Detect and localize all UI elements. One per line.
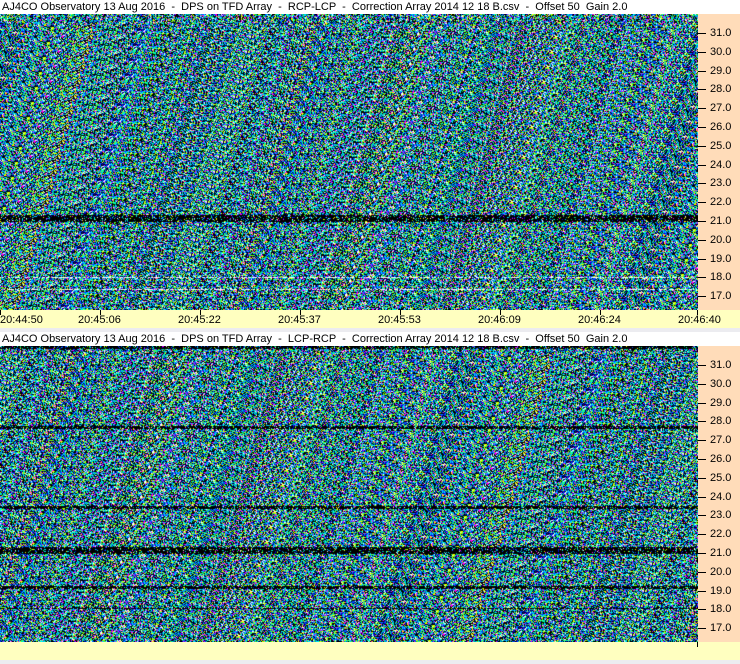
y-tick	[698, 33, 706, 34]
y-tick	[698, 202, 706, 204]
y-tick	[698, 571, 706, 573]
y-tick	[698, 258, 706, 260]
y-tick	[698, 402, 706, 404]
y-tick	[698, 459, 706, 460]
y-tick-label: 31.0	[710, 27, 732, 39]
y-tick-label: 20.0	[710, 233, 732, 246]
y-tick	[698, 127, 706, 128]
spectrogram-panel-rcp-lcp: AJ4CO Observatory 13 Aug 2016 - DPS on T…	[0, 0, 740, 330]
y-tick-label: 28.0	[710, 415, 732, 428]
y-tick	[698, 89, 706, 91]
y-tick	[698, 277, 706, 279]
y-tick-label: 21.0	[710, 547, 732, 559]
y-tick-label: 29.0	[710, 64, 732, 77]
y-tick-label: 23.0	[710, 177, 732, 190]
y-tick-label: 29.0	[710, 396, 732, 409]
spectrogram-panel-lcp-rcp: AJ4CO Observatory 13 Aug 2016 - DPS on T…	[0, 332, 740, 664]
time-axis	[0, 642, 740, 660]
y-tick	[698, 477, 706, 479]
y-tick	[698, 534, 706, 536]
y-tick	[698, 628, 706, 630]
y-tick-label: 18.0	[710, 603, 732, 616]
y-tick	[698, 590, 706, 592]
y-tick-label: 25.0	[710, 139, 732, 152]
y-tick	[698, 440, 706, 442]
x-tick	[100, 310, 101, 315]
y-tick-label: 27.0	[710, 102, 732, 115]
x-tick	[400, 310, 401, 315]
x-tick-label: 20:46:40	[678, 314, 721, 326]
x-tick	[0, 310, 1, 315]
x-tick-label: 20:46:09	[478, 314, 521, 326]
x-tick-label: 20:45:37	[278, 314, 321, 326]
y-tick-label: 27.0	[710, 434, 732, 447]
x-tick-label: 20:44:50	[0, 314, 43, 326]
y-tick-label: 23.0	[710, 509, 732, 522]
frequency-axis: 31.0 30.0 29.0 28.0 27.0 26.0 25.0 24.0 23.0 22.0…	[698, 346, 740, 642]
y-tick-label: 17.0	[710, 290, 732, 303]
y-tick	[698, 239, 706, 241]
y-tick-label: 30.0	[710, 45, 732, 58]
y-tick-label: 21.0	[710, 215, 732, 227]
x-tick-label: 20:46:24	[578, 314, 621, 326]
y-tick	[698, 70, 706, 72]
y-tick	[698, 515, 706, 517]
y-tick-label: 17.0	[710, 622, 732, 635]
y-tick-label: 22.0	[710, 196, 732, 209]
y-tick	[698, 296, 706, 298]
y-tick-label: 26.0	[710, 453, 732, 465]
x-tick	[600, 310, 601, 315]
y-tick	[698, 164, 706, 166]
x-tick	[300, 310, 301, 315]
y-tick-label: 24.0	[710, 158, 732, 171]
y-tick-label: 31.0	[710, 359, 732, 371]
y-tick	[698, 221, 706, 222]
panel-title: AJ4CO Observatory 13 Aug 2016 - DPS on T…	[0, 0, 740, 14]
y-tick	[698, 108, 706, 110]
x-tick-label: 20:45:22	[178, 314, 221, 326]
y-tick-label: 22.0	[710, 528, 732, 541]
y-tick	[698, 421, 706, 423]
spectrogram-plot[interactable]	[0, 346, 698, 642]
y-tick	[698, 553, 706, 554]
y-tick-label: 30.0	[710, 377, 732, 390]
y-tick-label: 19.0	[710, 584, 732, 597]
y-tick-label: 24.0	[710, 490, 732, 503]
y-tick-label: 19.0	[710, 252, 732, 265]
x-tick	[200, 310, 201, 315]
y-tick-label: 20.0	[710, 565, 732, 578]
y-tick-label: 18.0	[710, 271, 732, 284]
spectrogram-plot[interactable]	[0, 14, 698, 310]
x-tick	[500, 310, 501, 315]
y-tick	[698, 183, 706, 185]
y-tick	[698, 51, 706, 53]
panel-title: AJ4CO Observatory 13 Aug 2016 - DPS on T…	[0, 332, 740, 346]
y-tick	[698, 496, 706, 498]
y-tick	[698, 145, 706, 147]
y-tick-label: 26.0	[710, 121, 732, 133]
x-tick-label: 20:45:06	[78, 314, 121, 326]
y-tick-label: 25.0	[710, 471, 732, 484]
y-tick	[698, 365, 706, 366]
y-tick	[698, 383, 706, 385]
x-tick	[697, 310, 698, 315]
time-axis: 20:44:50 20:45:06 20:45:22 20:45:37 20:45:53…	[0, 310, 740, 328]
y-tick	[698, 609, 706, 611]
x-tick-label: 20:45:53	[378, 314, 421, 326]
y-tick-label: 28.0	[710, 83, 732, 96]
frequency-axis: 31.0 30.0 29.0 28.0 27.0 26.0 25.0 24.0 23.0 22.0…	[698, 14, 740, 310]
